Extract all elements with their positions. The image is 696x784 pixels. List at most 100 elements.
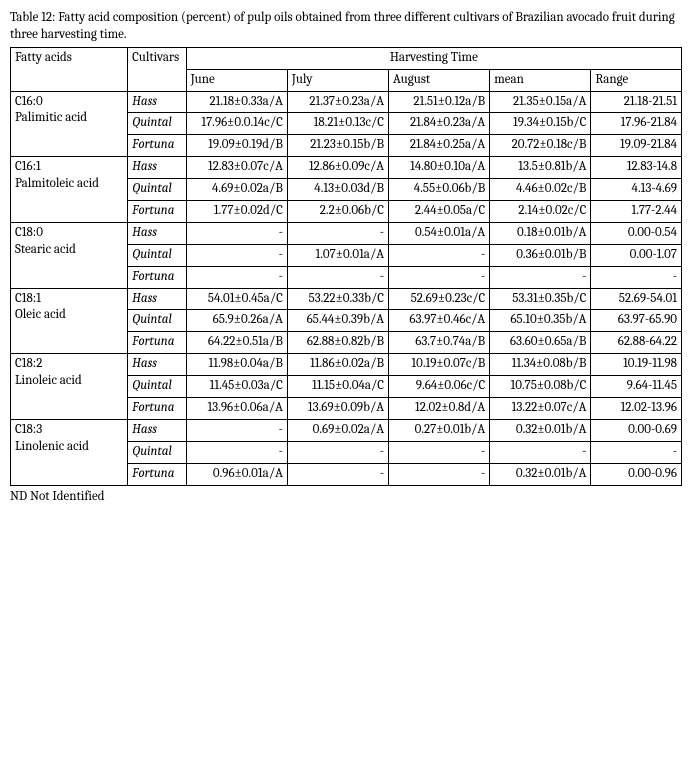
cell-mean: 21.35±0.15a/A — [490, 91, 591, 113]
cultivar: Fortuna — [128, 332, 187, 354]
cultivar: Quintal — [128, 113, 187, 135]
cultivar: Hass — [128, 354, 187, 376]
cultivar: Quintal — [128, 376, 187, 398]
th-harvesting-time: Harvesting Time — [186, 47, 681, 69]
cell-mean: - — [490, 441, 591, 463]
table-row: C18:2Linoleic acidHass11.98±0.04a/B11.86… — [11, 354, 682, 376]
cell-august: 21.84±0.23a/A — [389, 113, 490, 135]
cell-mean: 10.75±0.08b/C — [490, 376, 591, 398]
th-cultivars: Cultivars — [128, 47, 187, 91]
cell-mean: 19.34±0.15b/C — [490, 113, 591, 135]
cultivar: Hass — [128, 288, 187, 310]
cell-july: 21.23±0.15b/B — [287, 135, 388, 157]
table-row: C16:1Palmitoleic acidHass12.83±0.07c/A12… — [11, 157, 682, 179]
cell-august: 0.27±0.01b/A — [389, 419, 490, 441]
cell-june: 64.22±0.51a/B — [186, 332, 287, 354]
cell-range: 1.77-2.44 — [591, 201, 682, 223]
cell-august: 21.51±0.12a/B — [389, 91, 490, 113]
cell-july: 21.37±0.23a/A — [287, 91, 388, 113]
cell-range: - — [591, 266, 682, 288]
cell-july: 53.22±0.33b/C — [287, 288, 388, 310]
cell-range: - — [591, 441, 682, 463]
cell-august: 12.02±0.8d/A — [389, 398, 490, 420]
fatty-acid-name: C18:0Stearic acid — [11, 222, 128, 288]
table-row: C18:1Oleic acidHass54.01±0.45a/C53.22±0.… — [11, 288, 682, 310]
cell-june: 1.77±0.02d/C — [186, 201, 287, 223]
cultivar: Hass — [128, 419, 187, 441]
cell-june: 4.69±0.02a/B — [186, 179, 287, 201]
cell-mean: 4.46±0.02c/B — [490, 179, 591, 201]
cultivar: Fortuna — [128, 266, 187, 288]
cell-mean: 0.36±0.01b/B — [490, 244, 591, 266]
cell-range: 19.09-21.84 — [591, 135, 682, 157]
cell-mean: 13.22±0.07c/A — [490, 398, 591, 420]
cultivar: Hass — [128, 91, 187, 113]
cell-june: 54.01±0.45a/C — [186, 288, 287, 310]
cell-mean: 2.14±0.02c/C — [490, 201, 591, 223]
cell-july: 18.21±0.13c/C — [287, 113, 388, 135]
cell-july: 11.86±0.02a/B — [287, 354, 388, 376]
cell-june: - — [186, 419, 287, 441]
cell-range: 0.00-0.69 — [591, 419, 682, 441]
cell-june: - — [186, 222, 287, 244]
cell-range: 0.00-0.96 — [591, 463, 682, 485]
cell-august: - — [389, 266, 490, 288]
table-row: C16:0Palimitic acidHass21.18±0.33a/A21.3… — [11, 91, 682, 113]
cell-august: - — [389, 463, 490, 485]
cell-august: 9.64±0.06c/C — [389, 376, 490, 398]
cell-july: 11.15±0.04a/C — [287, 376, 388, 398]
cell-june: 0.96±0.01a/A — [186, 463, 287, 485]
fatty-acid-table: Fatty acids Cultivars Harvesting Time Ju… — [10, 47, 682, 486]
cell-mean: - — [490, 266, 591, 288]
cell-july: 13.69±0.09b/A — [287, 398, 388, 420]
cell-august: - — [389, 441, 490, 463]
cell-june: - — [186, 441, 287, 463]
cultivar: Quintal — [128, 179, 187, 201]
cell-june: 12.83±0.07c/A — [186, 157, 287, 179]
cell-july: 0.69±0.02a/A — [287, 419, 388, 441]
cell-august: 14.80±0.10a/A — [389, 157, 490, 179]
cell-mean: 0.18±0.01b/A — [490, 222, 591, 244]
cell-range: 62.88-64.22 — [591, 332, 682, 354]
cell-august: 4.55±0.06b/B — [389, 179, 490, 201]
cell-june: - — [186, 266, 287, 288]
cell-august: 63.7±0.74a/B — [389, 332, 490, 354]
cell-july: 1.07±0.01a/A — [287, 244, 388, 266]
cell-july: - — [287, 441, 388, 463]
cell-range: 21.18-21.51 — [591, 91, 682, 113]
cell-july: - — [287, 266, 388, 288]
cell-mean: 0.32±0.01b/A — [490, 419, 591, 441]
cell-range: 12.83-14.8 — [591, 157, 682, 179]
cell-july: - — [287, 222, 388, 244]
cell-range: 0.00-1.07 — [591, 244, 682, 266]
cell-mean: 0.32±0.01b/A — [490, 463, 591, 485]
th-june: June — [186, 69, 287, 91]
cell-range: 10.19-11.98 — [591, 354, 682, 376]
cell-june: 65.9±0.26a/A — [186, 310, 287, 332]
cell-june: 21.18±0.33a/A — [186, 91, 287, 113]
table-caption: Table 12: Fatty acid composition (percen… — [10, 10, 682, 44]
th-july: July — [287, 69, 388, 91]
th-range: Range — [591, 69, 682, 91]
cell-range: 52.69-54.01 — [591, 288, 682, 310]
cell-july: - — [287, 463, 388, 485]
cell-range: 9.64-11.45 — [591, 376, 682, 398]
cell-june: 13.96±0.06a/A — [186, 398, 287, 420]
cell-june: 17.96±0.0.14c/C — [186, 113, 287, 135]
table-footnote: ND Not Identified — [10, 489, 682, 504]
cell-august: 63.97±0.46c/A — [389, 310, 490, 332]
fatty-acid-name: C18:2Linoleic acid — [11, 354, 128, 420]
th-mean: mean — [490, 69, 591, 91]
cell-mean: 65.10±0.35b/A — [490, 310, 591, 332]
cell-june: - — [186, 244, 287, 266]
cell-june: 11.45±0.03a/C — [186, 376, 287, 398]
cell-august: 52.69±0.23c/C — [389, 288, 490, 310]
fatty-acid-name: C18:3Linolenic acid — [11, 419, 128, 485]
cell-july: 4.13±0.03d/B — [287, 179, 388, 201]
cell-range: 17.96-21.84 — [591, 113, 682, 135]
table-row: C18:0Stearic acidHass--0.54±0.01a/A0.18±… — [11, 222, 682, 244]
th-august: August — [389, 69, 490, 91]
cell-august: 21.84±0.25a/A — [389, 135, 490, 157]
cultivar: Fortuna — [128, 135, 187, 157]
cultivar: Quintal — [128, 441, 187, 463]
